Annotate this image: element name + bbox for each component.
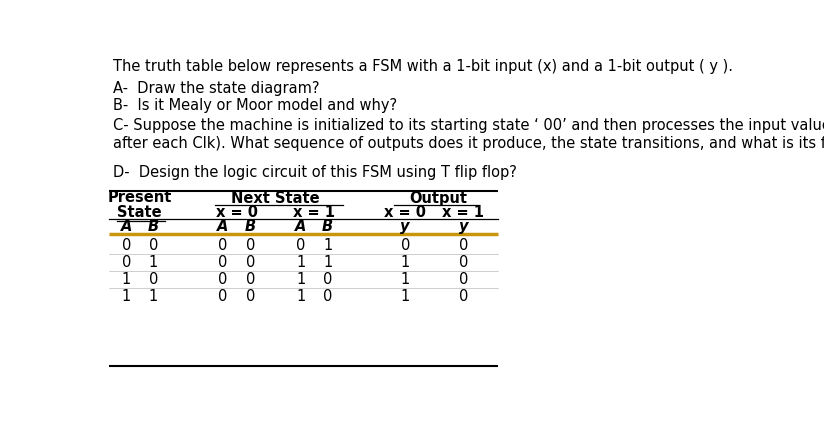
Text: x = 1: x = 1 (293, 205, 335, 220)
Text: Next State: Next State (231, 191, 320, 206)
Text: y: y (400, 218, 410, 234)
Text: 0: 0 (148, 272, 158, 287)
Text: 0: 0 (323, 272, 332, 287)
Text: 1: 1 (323, 238, 332, 253)
Text: 0: 0 (323, 289, 332, 304)
Text: x = 0: x = 0 (216, 205, 258, 220)
Text: after each Clk). What sequence of outputs does it produce, the state transitions: after each Clk). What sequence of output… (113, 136, 824, 151)
Text: y: y (459, 218, 468, 234)
Text: Output: Output (410, 191, 467, 206)
Text: 0: 0 (148, 238, 158, 253)
Text: A: A (295, 218, 307, 234)
Text: 0: 0 (246, 255, 255, 270)
Text: 1: 1 (296, 289, 305, 304)
Text: 1: 1 (296, 255, 305, 270)
Text: 0: 0 (400, 238, 410, 253)
Text: 0: 0 (459, 238, 468, 253)
Text: Present: Present (108, 190, 172, 205)
Text: A: A (120, 218, 132, 234)
Text: 0: 0 (218, 289, 227, 304)
Text: 0: 0 (246, 289, 255, 304)
Text: 1: 1 (296, 272, 305, 287)
Text: 1: 1 (149, 255, 158, 270)
Text: 0: 0 (246, 238, 255, 253)
Text: 1: 1 (122, 272, 131, 287)
Text: B: B (147, 218, 159, 234)
Text: 1: 1 (149, 289, 158, 304)
Text: B-  Is it Mealy or Moor model and why?: B- Is it Mealy or Moor model and why? (113, 98, 397, 113)
Text: D-  Design the logic circuit of this FSM using T flip flop?: D- Design the logic circuit of this FSM … (113, 165, 517, 180)
Text: B: B (322, 218, 334, 234)
Text: x = 1: x = 1 (442, 205, 485, 220)
Text: A-  Draw the state diagram?: A- Draw the state diagram? (113, 80, 320, 96)
Text: 0: 0 (459, 272, 468, 287)
Text: The truth table below represents a FSM with a 1-bit input (x) and a 1-bit output: The truth table below represents a FSM w… (113, 59, 733, 74)
Text: A: A (218, 218, 229, 234)
Text: 0: 0 (296, 238, 306, 253)
Text: 0: 0 (246, 272, 255, 287)
Text: C- Suppose the machine is initialized to its starting state ‘ 00’ and then proce: C- Suppose the machine is initialized to… (113, 118, 824, 133)
Text: 1: 1 (122, 289, 131, 304)
Text: x = 0: x = 0 (384, 205, 426, 220)
Text: 1: 1 (400, 289, 410, 304)
Text: 0: 0 (122, 238, 131, 253)
Text: B: B (245, 218, 255, 234)
Text: 1: 1 (400, 255, 410, 270)
Text: 0: 0 (218, 255, 227, 270)
Text: 0: 0 (459, 289, 468, 304)
Text: 0: 0 (218, 238, 227, 253)
Text: 0: 0 (218, 272, 227, 287)
Text: 0: 0 (459, 255, 468, 270)
Text: State: State (118, 205, 162, 220)
Text: 0: 0 (122, 255, 131, 270)
Text: 1: 1 (400, 272, 410, 287)
Text: 1: 1 (323, 255, 332, 270)
